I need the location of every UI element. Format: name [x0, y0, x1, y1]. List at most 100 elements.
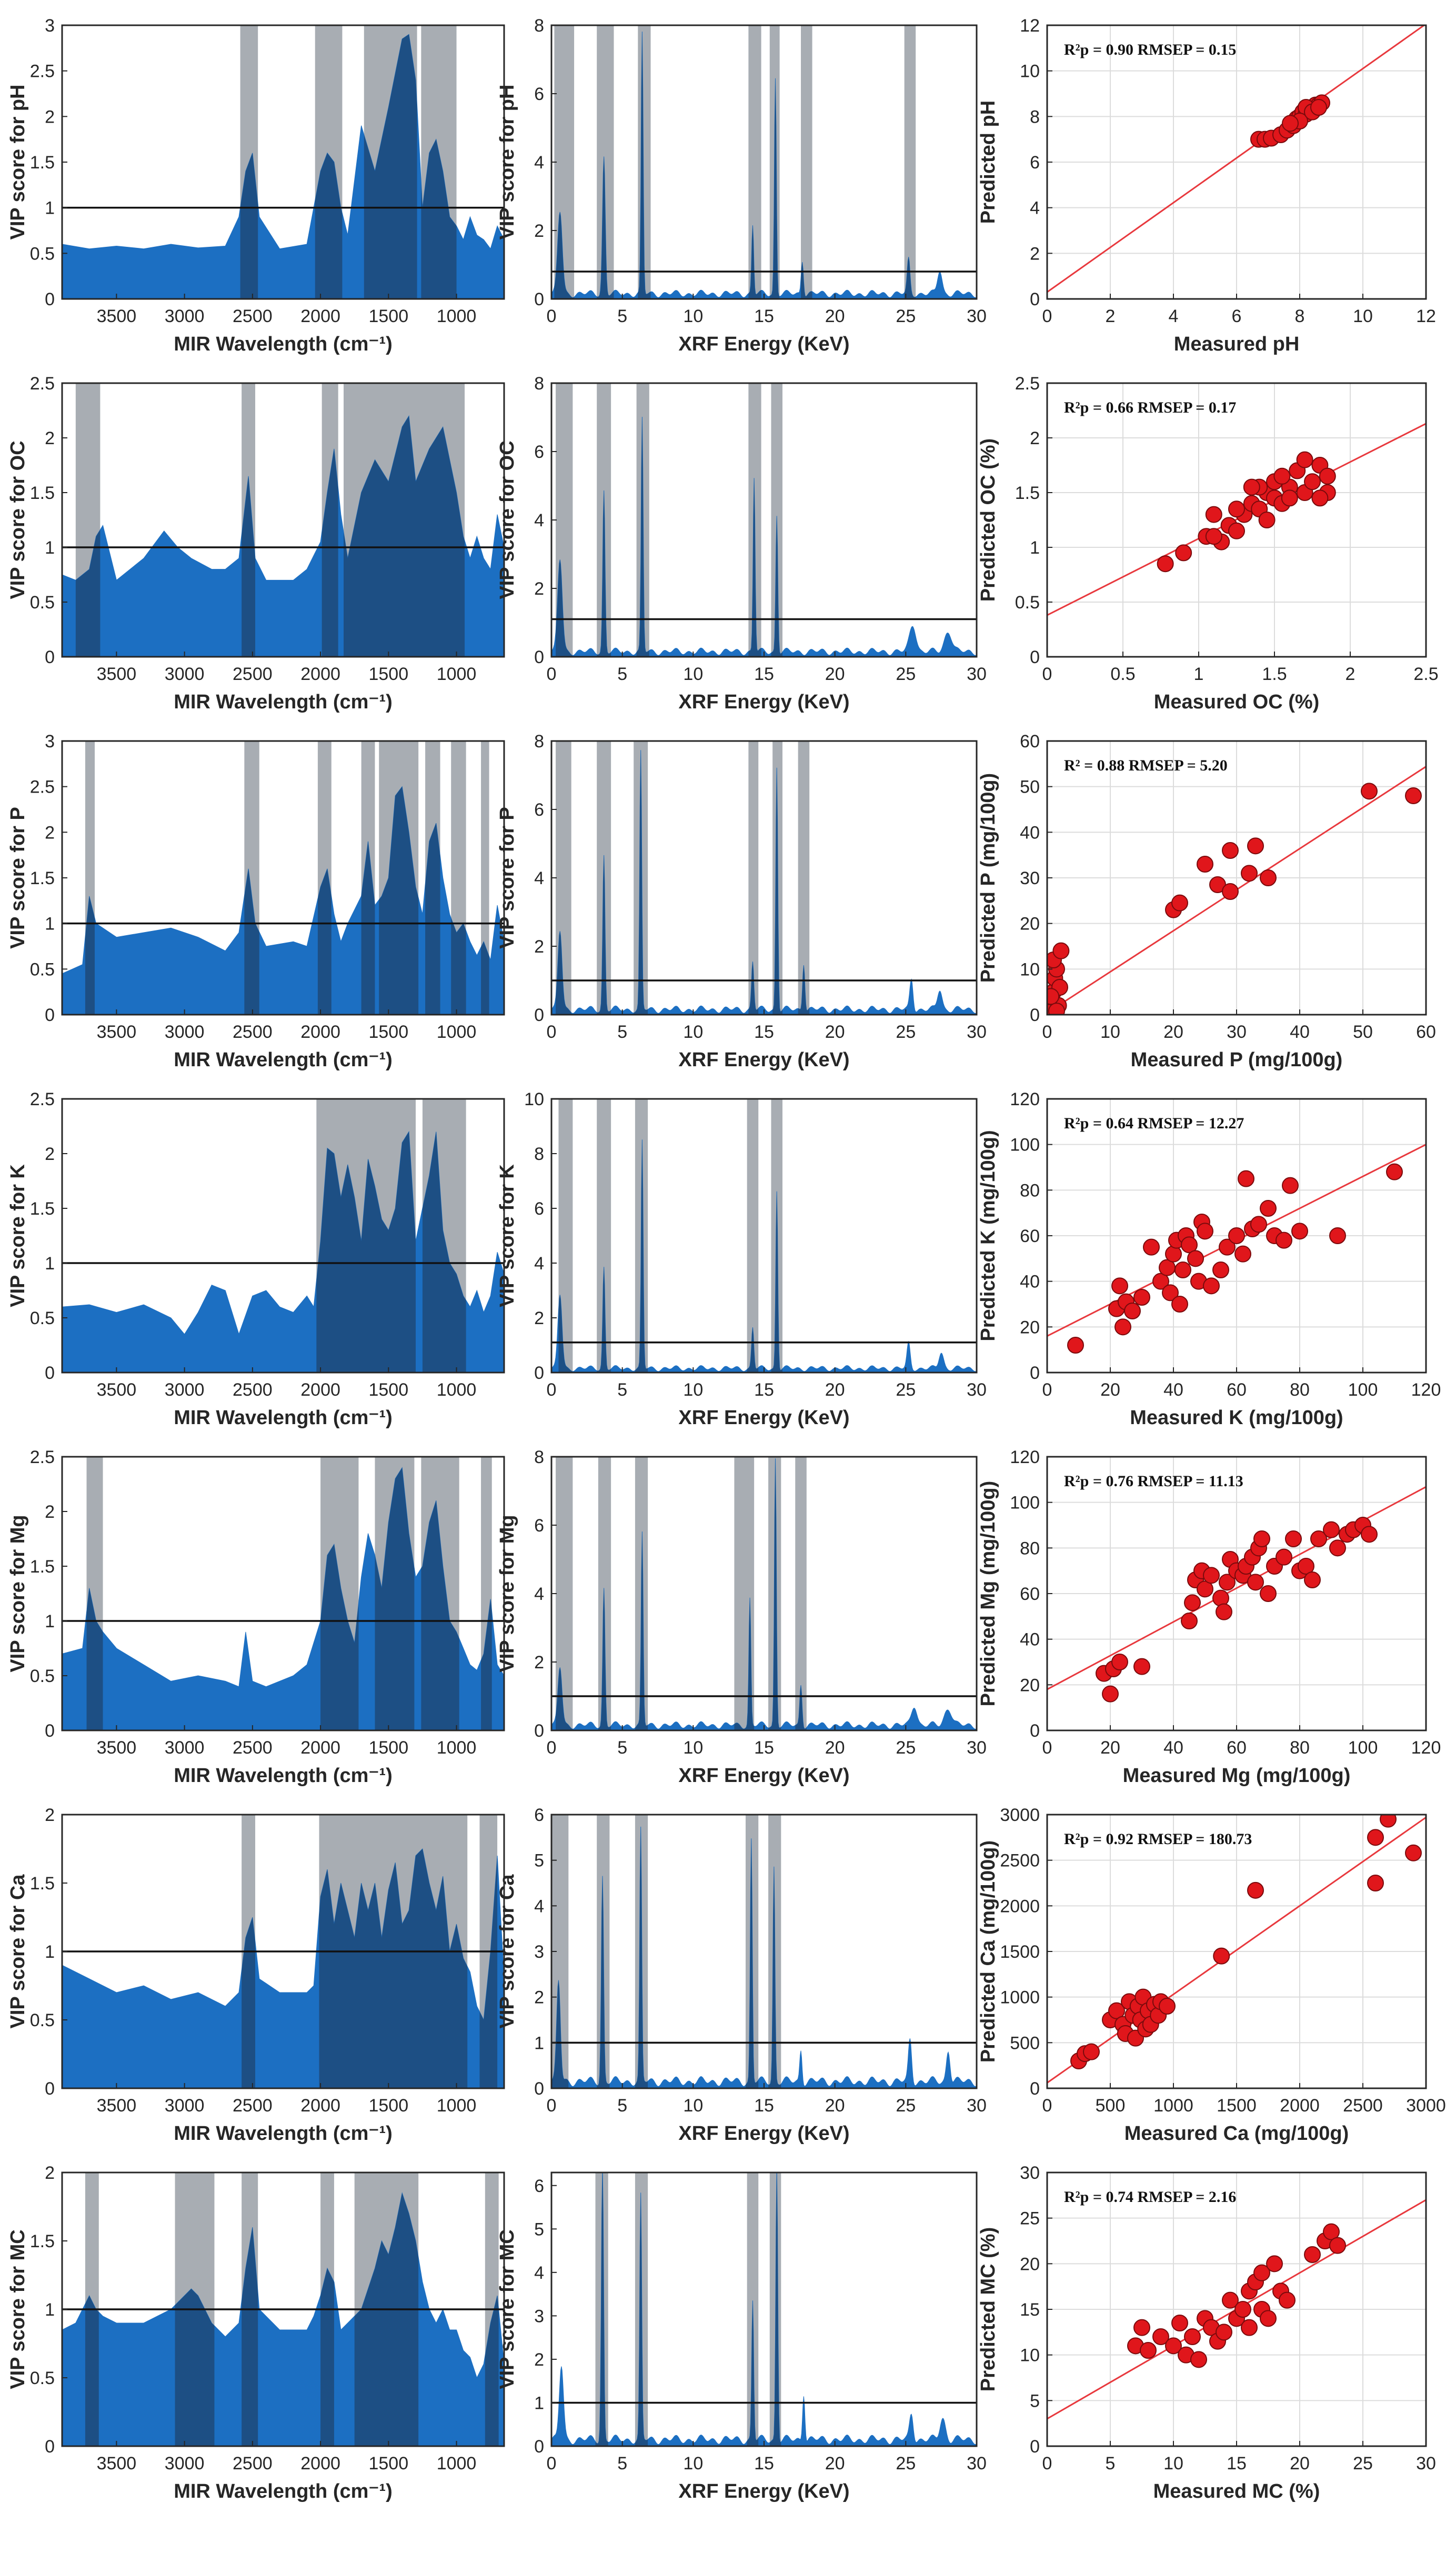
data-point: [1311, 489, 1329, 507]
x-axis-label: MIR Wavelength (cm⁻¹): [174, 1407, 393, 1429]
data-point: [1241, 2319, 1258, 2336]
x-tick-label: 0: [1042, 306, 1052, 326]
x-tick-label: 40: [1163, 1738, 1183, 1758]
y-tick-label: 0: [534, 289, 544, 309]
y-axis-label: VIP score for Ca: [7, 1874, 29, 2029]
data-point: [1276, 1232, 1292, 1249]
data-point: [1234, 2301, 1251, 2318]
x-tick-label: 3500: [97, 306, 137, 326]
y-tick-label: 0: [45, 2079, 55, 2099]
data-point: [1386, 1163, 1403, 1180]
x-tick-label: 30: [967, 2096, 987, 2116]
x-tick-label: 0.5: [1110, 664, 1135, 684]
stats-annotation: R²p = 0.76 RMSEP = 11.13: [1064, 1473, 1243, 1490]
x-tick-label: 100: [1348, 1380, 1378, 1400]
data-point: [1405, 787, 1422, 804]
panel-xrf-k: 0 5 10 15 20 25 30 0 2 4 6 8 10 XRF Energy (KeV) VIP s…: [496, 1089, 987, 1429]
y-tick-label: 2: [45, 2163, 55, 2183]
panel-xrf-oc: 0 5 10 15 20 25 30 0 2 4 6 8 XRF Energy (KeV) VIP sco…: [496, 374, 987, 713]
x-tick-label: 3000: [165, 1738, 205, 1758]
x-tick-label: 25: [896, 664, 916, 684]
data-point: [1052, 942, 1070, 959]
regression-line: [1047, 1816, 1426, 2084]
x-tick-label: 3000: [165, 2096, 205, 2116]
y-axis-label: VIP score for pH: [496, 85, 518, 240]
x-tick-label: 3000: [165, 664, 205, 684]
x-axis-label: MIR Wavelength (cm⁻¹): [174, 691, 393, 713]
data-point: [1253, 1530, 1270, 1547]
y-tick-label: 5: [534, 2219, 544, 2239]
y-tick-label: 1000: [1000, 1988, 1040, 2008]
data-point: [1197, 1580, 1213, 1598]
x-tick-label: 10: [1100, 1022, 1120, 1042]
data-point: [1279, 2291, 1296, 2309]
y-tick-label: 8: [534, 1144, 544, 1164]
data-point: [1247, 1881, 1264, 1899]
data-point: [1047, 988, 1060, 1005]
panel-sc-p: R² = 0.88 RMSEP = 5.20 0 10 20 30 40 50 60 0 10 20…: [977, 732, 1436, 1071]
y-tick-label: 0: [534, 1721, 544, 1741]
panel-sc-mc: R²p = 0.74 RMSEP = 2.16 0 5 10 15 20 25 30 0 5 10 1…: [977, 2163, 1436, 2502]
data-point: [1285, 1530, 1302, 1547]
panel-sc-k: R²p = 0.64 RMSEP = 12.27 0 20 40 60 80 100 120 0…: [977, 1089, 1441, 1429]
panel-mir-ph: 3500 3000 2500 2000 1500 1000 0 0.5 1 1.5 2 2.5 3 MIR…: [7, 16, 505, 355]
stats-annotation: R² = 0.88 RMSEP = 5.20: [1064, 757, 1228, 774]
y-tick-label: 2: [534, 937, 544, 957]
y-tick-label: 0: [1030, 647, 1040, 667]
x-axis-label: XRF Energy (KeV): [678, 2123, 849, 2145]
x-tick-label: 15: [754, 1380, 774, 1400]
data-point: [1222, 2291, 1239, 2309]
x-tick-label: 3500: [97, 2096, 137, 2116]
y-tick-label: 1.5: [30, 1199, 55, 1219]
x-tick-label: 20: [1100, 1738, 1120, 1758]
x-tick-label: 2500: [233, 2096, 273, 2116]
x-tick-label: 1500: [368, 1022, 408, 1042]
y-tick-label: 0.5: [30, 2368, 55, 2388]
data-point: [1212, 1589, 1229, 1607]
data-point: [1197, 856, 1213, 873]
y-tick-label: 60: [1020, 1226, 1040, 1246]
x-tick-label: 10: [683, 1380, 703, 1400]
x-tick-label: 0: [547, 1738, 557, 1758]
y-tick-label: 2.5: [30, 62, 55, 82]
selected-band-5: [798, 741, 810, 1015]
x-tick-label: 15: [1227, 2454, 1247, 2474]
data-point: [1213, 1947, 1230, 1965]
x-tick-label: 20: [825, 1380, 845, 1400]
y-tick-label: 6: [1030, 153, 1040, 173]
data-point: [1310, 99, 1327, 116]
data-point: [1228, 1227, 1245, 1244]
plot-content: [1047, 1815, 1426, 2084]
selected-band-3: [748, 741, 759, 1015]
y-tick-label: 30: [1020, 868, 1040, 888]
data-point: [1111, 1277, 1128, 1295]
y-tick-label: 10: [524, 1089, 544, 1109]
x-tick-label: 1000: [1153, 2096, 1193, 2116]
y-tick-label: 4: [1030, 198, 1040, 218]
y-tick-label: 2.5: [30, 374, 55, 394]
data-point: [1273, 467, 1291, 485]
x-tick-label: 5: [617, 664, 627, 684]
plot-content: [1047, 1486, 1426, 1703]
x-tick-label: 1500: [368, 2096, 408, 2116]
data-point: [1219, 1238, 1236, 1256]
x-tick-label: 3000: [165, 306, 205, 326]
y-tick-label: 2.5: [30, 1447, 55, 1467]
data-point: [1304, 1571, 1321, 1588]
x-tick-label: 30: [967, 1380, 987, 1400]
x-tick-label: 25: [896, 306, 916, 326]
regression-line: [1047, 423, 1426, 616]
x-tick-label: 120: [1411, 1738, 1441, 1758]
y-tick-label: 1.5: [30, 868, 55, 888]
y-tick-label: 10: [1020, 62, 1040, 82]
data-point: [1281, 489, 1298, 507]
x-axis-label: Measured Ca (mg/100g): [1124, 2123, 1349, 2145]
y-tick-label: 2.5: [30, 1089, 55, 1109]
x-axis-label: XRF Energy (KeV): [678, 1765, 849, 1787]
x-tick-label: 4: [1169, 306, 1179, 326]
y-tick-label: 2: [534, 221, 544, 241]
x-tick-label: 5: [1106, 2454, 1116, 2474]
x-axis-label: MIR Wavelength (cm⁻¹): [174, 1049, 393, 1071]
y-tick-label: 0.5: [30, 593, 55, 613]
